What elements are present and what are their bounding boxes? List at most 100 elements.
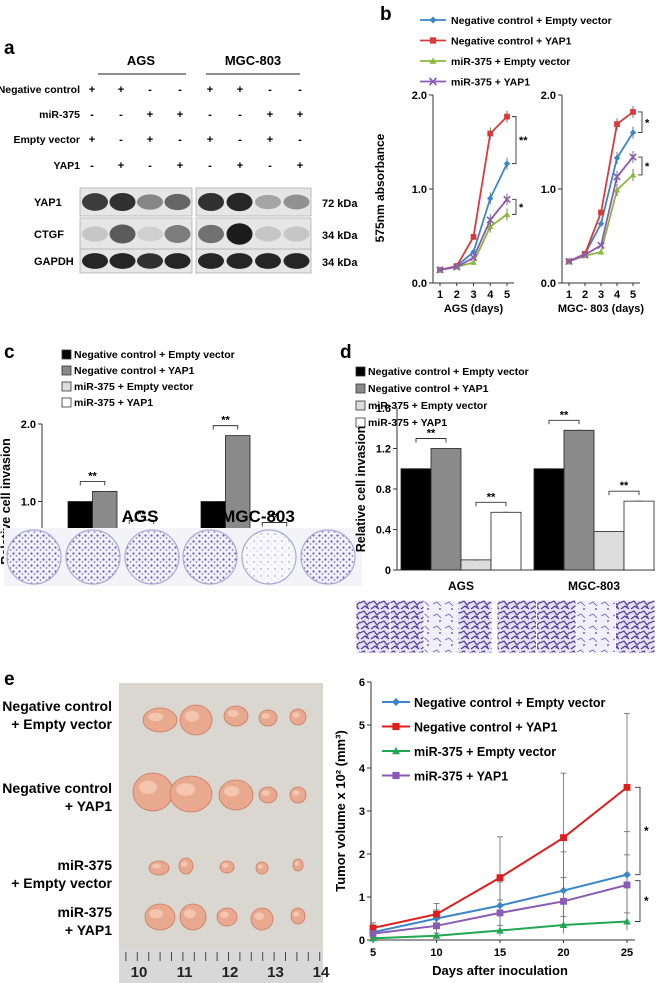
data-point — [623, 870, 631, 879]
y-tick-label: 2.0 — [541, 90, 556, 102]
data-point — [452, 263, 461, 271]
ruler-number: 12 — [222, 964, 239, 981]
data-point — [629, 171, 637, 178]
legend-label: miR-375 + Empty vector — [368, 400, 487, 412]
bar — [533, 468, 565, 571]
data-point — [487, 223, 494, 230]
tumor-highlight — [152, 863, 161, 869]
bar — [593, 531, 625, 571]
significance-bracket — [638, 111, 643, 134]
x-category-label: MGC-803 — [568, 579, 620, 593]
significance-label: * — [644, 894, 649, 908]
legend-label: miR-375 + YAP1 — [74, 397, 153, 409]
data-point — [560, 897, 567, 905]
data-point — [598, 209, 604, 216]
significance-bracket — [635, 786, 641, 876]
blot-kda-label: 72 kDa — [322, 198, 358, 210]
data-point — [436, 266, 444, 274]
transwell-image — [423, 599, 459, 654]
western-blots: YAP1 72 kDa CTGF 34 kDa GAPDH 34 kDa — [34, 187, 358, 274]
legend-label: miR-375 + Empty vector — [451, 56, 570, 68]
significance-label: * — [645, 161, 650, 173]
data-point — [496, 874, 504, 882]
treatment-sign: - — [298, 134, 302, 146]
tumor-highlight — [261, 790, 270, 796]
growth-chart-mgc803: 0.0 1.0 2.0 1 2 3 4 5 MGC- 803 (days) * * — [541, 90, 650, 315]
significance-bracket — [548, 419, 580, 425]
tumor-photo: 10 11 12 13 14 — [119, 683, 330, 983]
tumor-highlight — [257, 864, 264, 869]
tumor-group-label-line: + Empty vector — [11, 875, 112, 891]
blot-band — [164, 225, 191, 243]
treatment-sign: - — [208, 160, 212, 172]
legend-swatch — [355, 400, 366, 411]
significance-bracket — [512, 116, 517, 165]
y-tick-label: 2.0 — [21, 419, 36, 431]
blot-band — [283, 194, 310, 210]
data-point — [597, 241, 605, 250]
transwell-image — [457, 599, 493, 654]
legend-label: Negative control + Empty vector — [368, 366, 529, 378]
x-tick-label: 25 — [621, 947, 633, 959]
data-point — [504, 113, 510, 120]
bar — [623, 500, 655, 571]
data-point — [629, 129, 637, 136]
blot-band — [283, 253, 310, 269]
bar — [460, 559, 492, 571]
x-tick-label: 3 — [470, 289, 476, 301]
blot-band — [109, 224, 136, 244]
panel-c-legend: Negative control + Empty vector Negative … — [61, 349, 235, 409]
data-point — [392, 722, 400, 731]
invasion-chart-d: Relative cell invasion 0 0.4 0.8 1.2 1.6 AGS **… — [354, 403, 655, 593]
x-tick-label: 3 — [598, 289, 604, 301]
tumor-highlight — [254, 912, 265, 921]
data-point — [429, 57, 437, 64]
blot-band — [226, 253, 253, 269]
tumor-group-label-line: miR-375 — [58, 857, 113, 873]
ruler-number: 10 — [131, 964, 148, 981]
x-tick-label: 4 — [487, 289, 494, 301]
tumor-highlight — [220, 911, 229, 918]
data-point — [496, 909, 504, 917]
treatment-sign: - — [90, 109, 94, 121]
significance-label: * — [519, 202, 524, 214]
treatment-sign: - — [148, 160, 152, 172]
legend-label: Negative control + YAP1 — [451, 36, 572, 48]
blot-band — [198, 253, 224, 269]
significance-bracket — [261, 522, 288, 527]
ruler-number: 13 — [267, 964, 284, 981]
legend-label: miR-375 + Empty vector — [414, 745, 556, 759]
treatment-sign: + — [297, 160, 303, 172]
x-axis-label: MGC- 803 (days) — [558, 303, 645, 315]
x-category-label: AGS — [448, 579, 474, 593]
legend-swatch — [355, 366, 366, 377]
y-tick-label: 1.0 — [541, 184, 556, 196]
treatment-row-label: Negative control — [0, 84, 80, 96]
significance-bracket — [635, 880, 641, 922]
x-tick-label: 4 — [614, 289, 621, 301]
transwell-image — [536, 599, 577, 654]
y-tick-label: 0.4 — [376, 525, 392, 537]
data-point — [487, 130, 494, 137]
treatment-sign: + — [89, 134, 95, 146]
treatment-sign: + — [267, 134, 273, 146]
data-point — [392, 771, 400, 780]
bar — [430, 448, 462, 571]
legend-label: miR-375 + YAP1 — [451, 77, 530, 89]
legend-swatch — [61, 397, 72, 408]
x-tick-label: 10 — [430, 947, 442, 959]
data-point — [613, 154, 621, 162]
legend-label: Negative control + YAP1 — [74, 365, 195, 377]
treatment-sign: + — [147, 109, 153, 121]
data-point — [503, 195, 511, 204]
well-label-ags: AGS — [122, 507, 159, 526]
data-point — [429, 37, 437, 44]
blot-band — [164, 253, 191, 269]
blot-kda-label: 34 kDa — [322, 230, 358, 242]
panel-e: e 10 11 12 13 14 Negative control + Empty vec… — [2, 669, 649, 983]
significance-bracket — [608, 490, 640, 496]
data-point — [503, 160, 511, 167]
treatment-sign: + — [207, 134, 213, 146]
legend-label: Negative control + Empty vector — [74, 349, 235, 361]
